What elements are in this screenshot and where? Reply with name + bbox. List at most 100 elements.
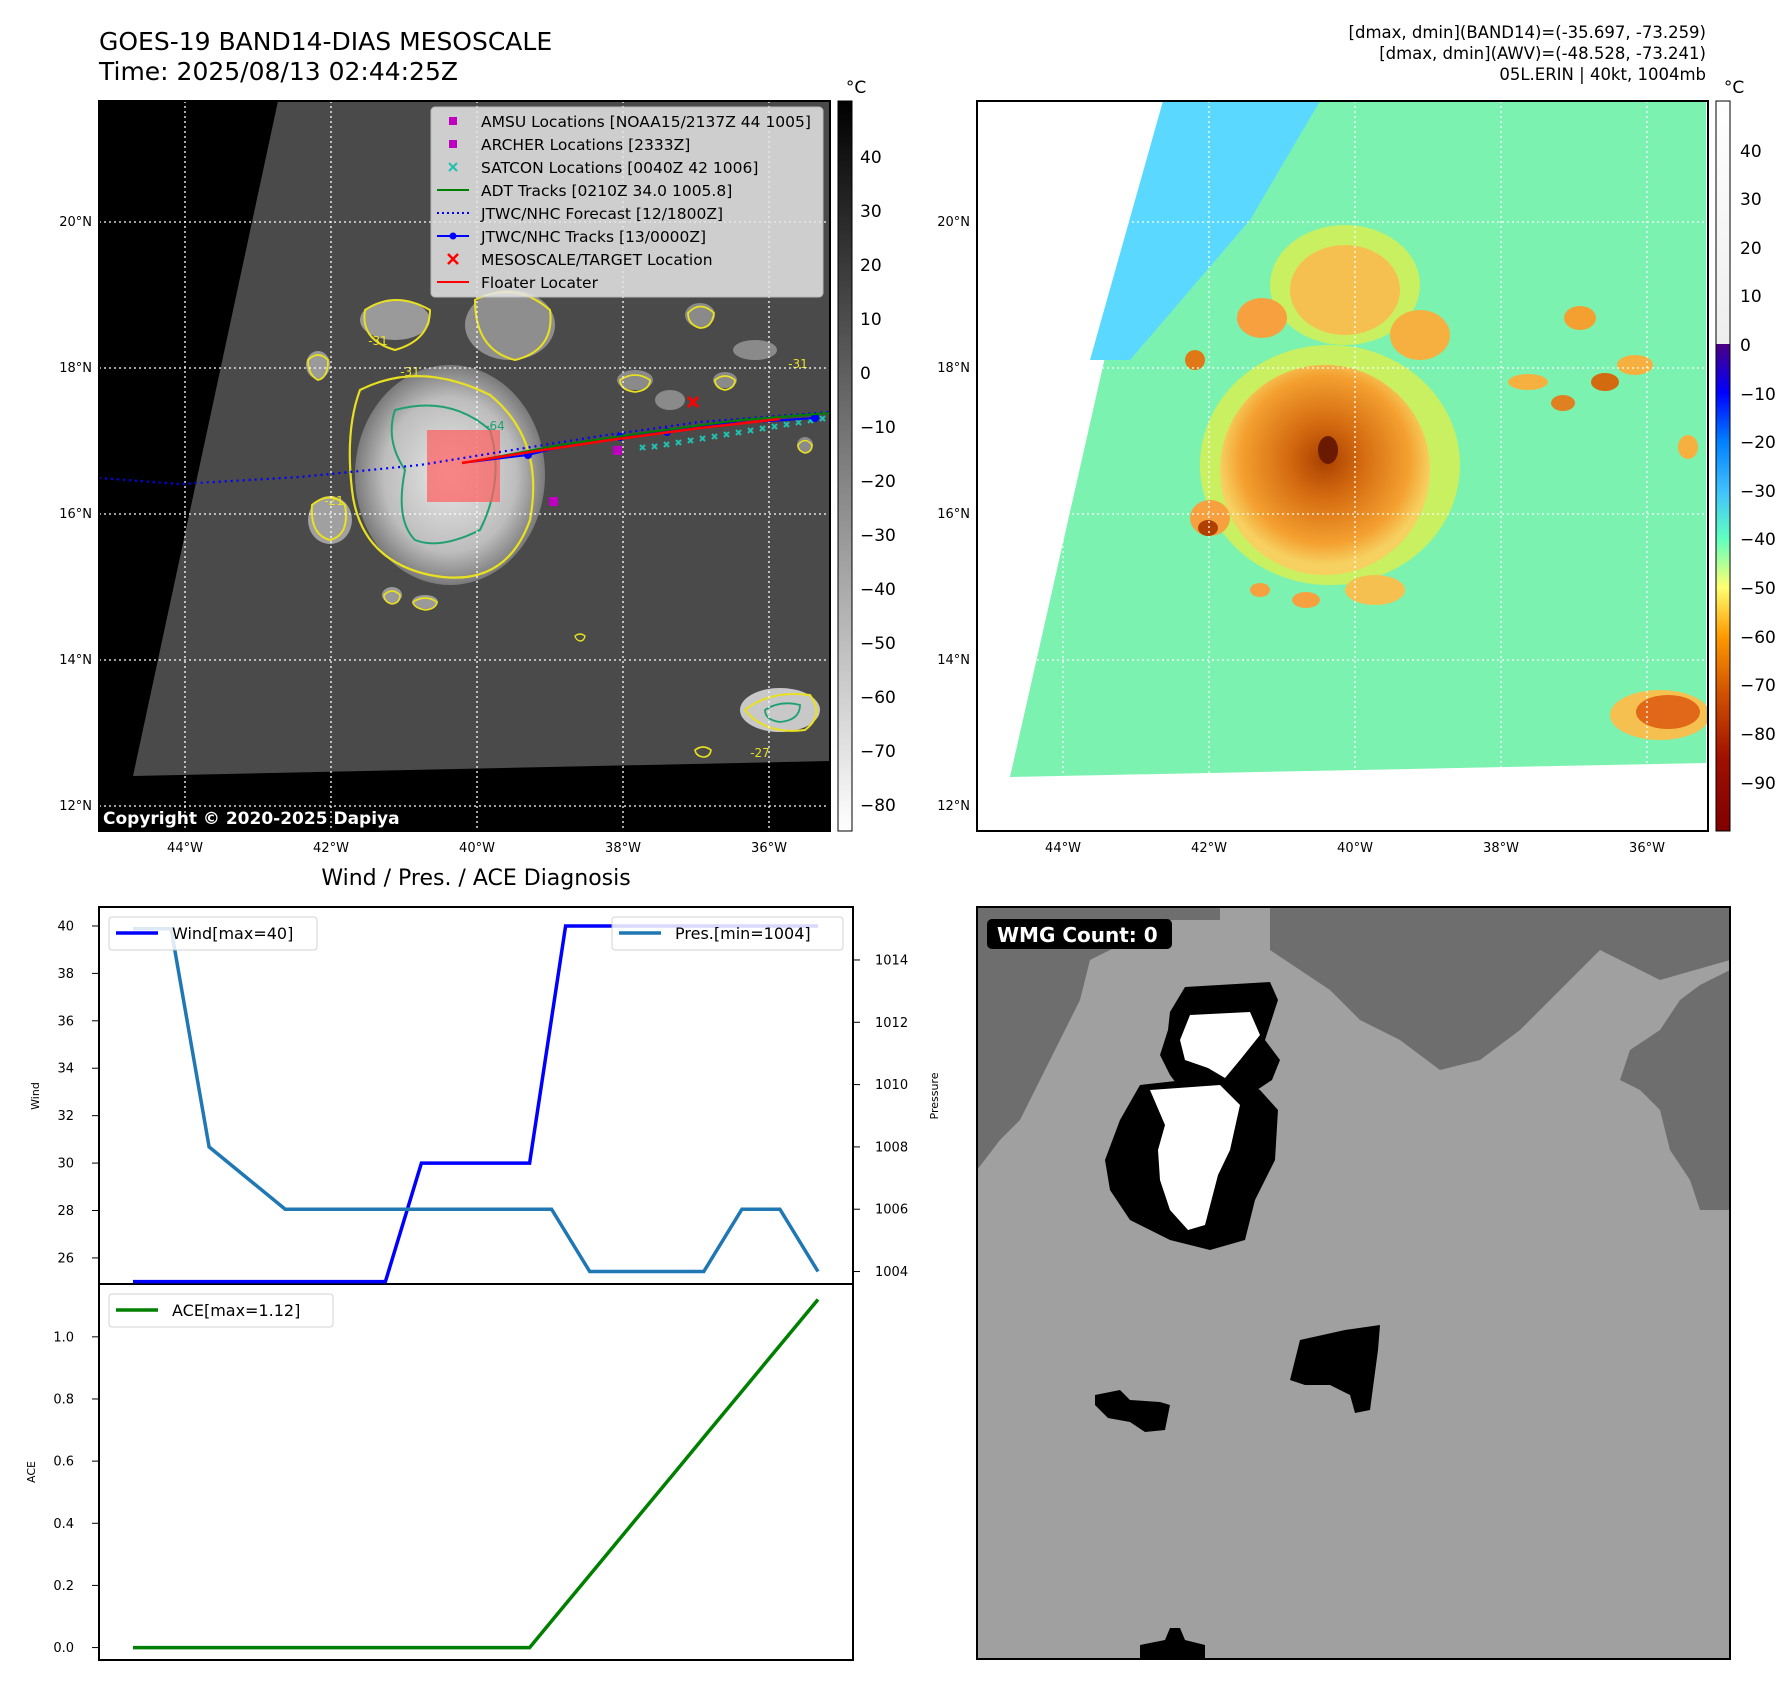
cloud-field <box>306 290 820 758</box>
ace-tick-label: 0.8 <box>53 1392 74 1407</box>
lat-tick: 14°N <box>59 653 92 668</box>
awv-gridlines <box>977 101 1708 831</box>
awv-colorbar-bottom <box>1716 344 1730 831</box>
ir-colorbar-unit: °C <box>846 78 866 98</box>
lon-tick: 38°W <box>1483 841 1519 856</box>
lon-tick: 38°W <box>605 841 641 856</box>
info-band14: [dmax, dmin](BAND14)=(-35.697, -73.259) <box>1349 23 1706 42</box>
amsu-marker <box>549 497 558 506</box>
awv-colorbar-ticks: 40 30 20 10 0 −10 −20 −30 −40 −50 −60 −7… <box>1740 142 1776 794</box>
cbar-tick: 0 <box>1740 336 1751 356</box>
legend-floater: Floater Locater <box>481 274 599 292</box>
awv-dry-region <box>1090 101 1320 360</box>
legend-amsu: AMSU Locations [NOAA15/2137Z 44 1005] <box>481 113 811 131</box>
floater-locater-box <box>427 430 500 502</box>
ace-tick-label: 1.0 <box>53 1330 74 1345</box>
time-title: Time: 2025/08/13 02:44:25Z <box>98 57 458 86</box>
wmg-dark-region <box>1270 907 1730 1070</box>
map-legend: AMSU Locations [NOAA15/2137Z 44 1005] AR… <box>430 106 824 298</box>
wind-ylabel: Wind <box>29 1082 42 1110</box>
wind-y-ticks: 26 28 30 32 34 36 38 40 <box>57 919 99 1266</box>
cbar-tick: 40 <box>860 148 882 168</box>
ace-series-line <box>133 1298 820 1650</box>
wmg-badge <box>987 919 1172 949</box>
wind-tick-label: 38 <box>57 967 74 982</box>
cbar-tick: −50 <box>1740 579 1776 599</box>
awv-frame <box>976 100 1709 832</box>
wmg-dark-region <box>977 907 1220 1170</box>
cbar-tick: −50 <box>860 634 896 654</box>
ace-ylabel: ACE <box>25 1461 38 1483</box>
lon-tick: 44°W <box>1045 841 1081 856</box>
cbar-tick: 40 <box>1740 142 1762 162</box>
ir-colorbar <box>837 100 853 832</box>
pressure-series-line <box>133 927 820 1274</box>
pressure-legend: Pres.[min=1004] <box>611 916 844 951</box>
wind-plot-frame <box>98 906 854 1285</box>
legend-jtwc-forecast: JTWC/NHC Forecast [12/1800Z] <box>480 205 723 223</box>
pressure-tick-label: 1008 <box>875 1140 908 1155</box>
cbar-tick: −30 <box>860 526 896 546</box>
pressure-tick-label: 1006 <box>875 1203 908 1218</box>
lon-tick: 40°W <box>459 841 495 856</box>
lat-tick: 16°N <box>937 507 970 522</box>
cbar-tick: −70 <box>1740 676 1776 696</box>
wind-tick-label: 28 <box>57 1204 74 1219</box>
cbar-tick: −60 <box>860 688 896 708</box>
wmg-cell-white <box>1180 1012 1260 1078</box>
legend-ace: ACE[max=1.12] <box>172 1301 300 1320</box>
lat-tick: 18°N <box>937 361 970 376</box>
cbar-tick: −40 <box>860 580 896 600</box>
cbar-tick: −60 <box>1740 628 1776 648</box>
pressure-tick-label: 1014 <box>875 953 908 968</box>
awv-colorbar-top <box>1716 101 1730 344</box>
wind-tick-label: 34 <box>57 1062 74 1077</box>
cbar-tick: 20 <box>1740 239 1762 259</box>
lon-tick: 36°W <box>751 841 787 856</box>
legend-archer: ARCHER Locations [2333Z] <box>481 136 690 154</box>
wmg-cell-white <box>1150 1085 1240 1230</box>
ace-tick-label: 0.4 <box>53 1517 74 1532</box>
cbar-tick: 0 <box>860 364 871 384</box>
cbar-tick: −90 <box>1740 774 1776 794</box>
legend-jtwc-tracks: JTWC/NHC Tracks [13/0000Z] <box>480 228 706 246</box>
contour-label: -31 <box>368 334 388 348</box>
ace-tick-label: 0.6 <box>53 1455 74 1470</box>
wind-tick-label: 40 <box>57 919 74 934</box>
pressure-ylabel: Pressure <box>928 1072 941 1119</box>
cbar-tick: 10 <box>860 310 882 330</box>
awv-cloud-field <box>1185 225 1708 740</box>
mesoscale-target-marker <box>686 395 700 409</box>
lon-tick: 42°W <box>1191 841 1227 856</box>
cbar-tick: −10 <box>860 418 896 438</box>
diagnosis-panel: Wind / Pres. / ACE Diagnosis 26 28 30 32 34 3… <box>25 866 941 1661</box>
wmg-cell-black <box>1095 1390 1170 1432</box>
ace-plot-frame <box>98 1283 854 1661</box>
lat-tick: 20°N <box>937 215 970 230</box>
cbar-tick: 10 <box>1740 287 1762 307</box>
wind-tick-label: 32 <box>57 1109 74 1124</box>
wmg-count-label: WMG Count: 0 <box>997 923 1158 947</box>
legend-target: MESOSCALE/TARGET Location <box>481 251 713 269</box>
cbar-tick: −80 <box>860 796 896 816</box>
contour-label: -31 <box>400 365 420 379</box>
lat-tick: 18°N <box>59 361 92 376</box>
map-frame <box>98 100 831 832</box>
awv-map-panel: 20°N 18°N 16°N 14°N 12°N 44°W 42°W 40°W … <box>937 78 1776 856</box>
floater-locater-line <box>461 417 781 465</box>
lat-tick: 20°N <box>59 215 92 230</box>
legend-adt: ADT Tracks [0210Z 34.0 1005.8] <box>481 182 732 200</box>
wind-tick-label: 36 <box>57 1014 74 1029</box>
lat-tick: 12°N <box>937 799 970 814</box>
ace-tick-label: 0.0 <box>53 1641 74 1656</box>
ace-tick-label: 0.2 <box>53 1579 74 1594</box>
main-title: GOES-19 BAND14-DIAS MESOSCALE <box>99 27 552 56</box>
wind-tick-label: 30 <box>57 1157 74 1172</box>
wind-legend: Wind[max=40] <box>108 916 318 951</box>
pressure-tick-label: 1010 <box>875 1078 908 1093</box>
cbar-tick: 20 <box>860 256 882 276</box>
cbar-tick: −40 <box>1740 530 1776 550</box>
pressure-y-ticks: 1004 1006 1008 1010 1012 1014 <box>853 953 908 1280</box>
satcon-markers <box>639 415 826 451</box>
ir-map-panel: -31 -31 -64 -21 -27 -31 <box>59 78 896 856</box>
